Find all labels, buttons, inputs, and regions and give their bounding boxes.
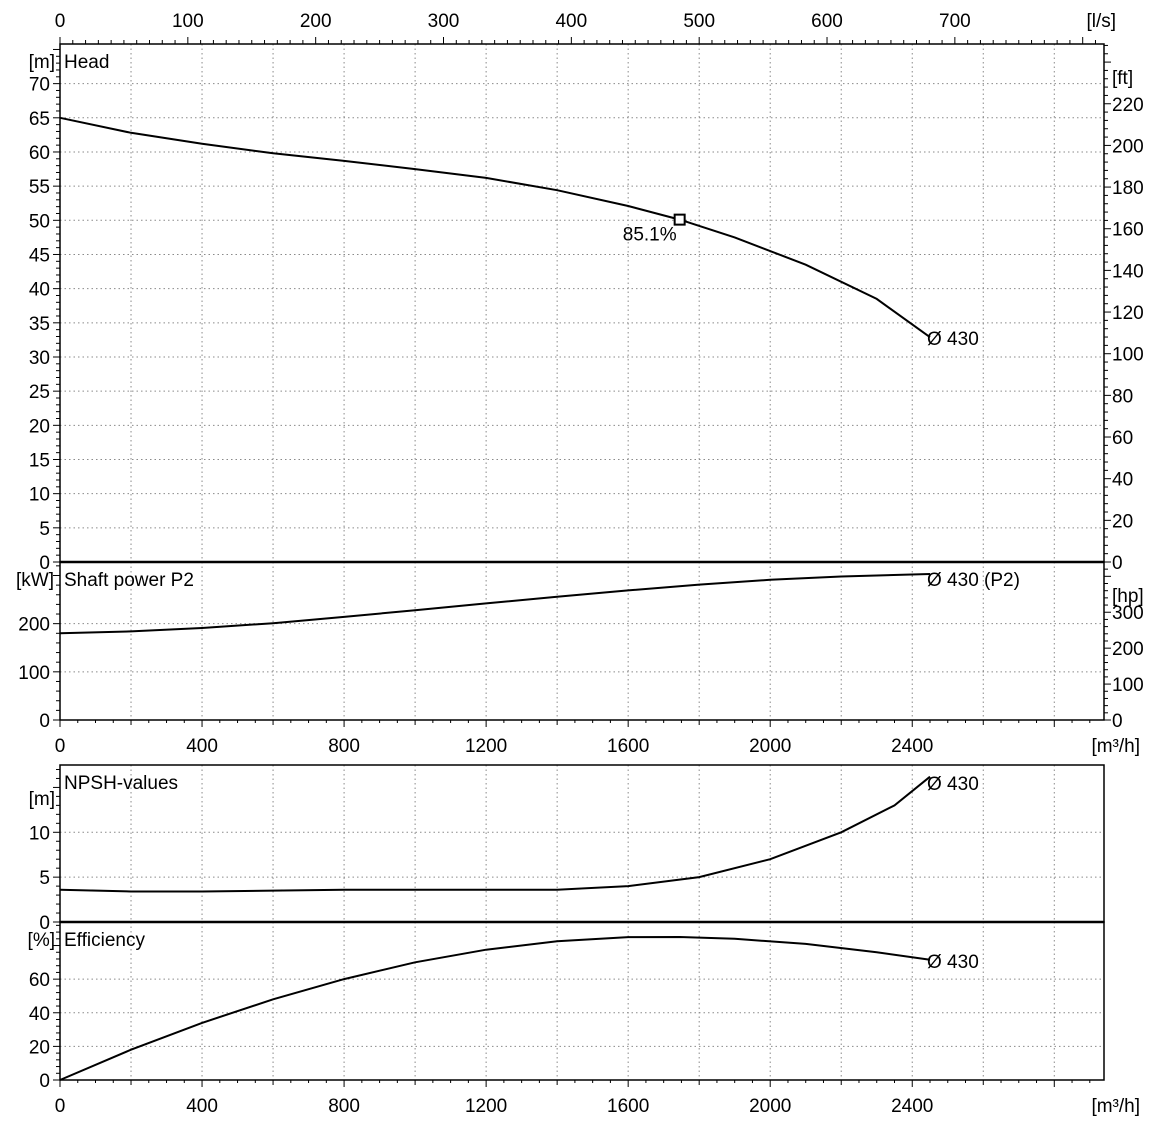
head-ytick-label: 15: [29, 450, 50, 471]
head-series-label: Ø 430: [927, 329, 979, 350]
npsh-series-label: Ø 430: [927, 774, 979, 795]
npsh-ytick-label: 0: [39, 913, 50, 934]
head-ytick-label: 55: [29, 177, 50, 198]
head-y2tick-label: 20: [1112, 511, 1133, 532]
head-ytick-label: 25: [29, 382, 50, 403]
head-ytick-label: 20: [29, 416, 50, 437]
power-series-line: [59, 573, 931, 635]
head-panel-title: Head: [64, 52, 109, 73]
head-x2tick-label: 500: [683, 11, 715, 32]
head-ytick-label: 70: [29, 75, 50, 96]
head-y2tick-label: 120: [1112, 303, 1144, 324]
power-xtick-label: 800: [328, 736, 360, 757]
power-xtick-label: 1200: [465, 736, 507, 757]
power-ytick-label: 200: [18, 615, 50, 636]
efficiency-xtick-label: 400: [186, 1096, 218, 1117]
npsh-yunit-label: [m]: [29, 789, 55, 810]
head-y2tick-label: 180: [1112, 178, 1144, 199]
head-ytick-label: 60: [29, 143, 50, 164]
head-ytick-label: 0: [39, 553, 50, 574]
head-x2unit-label: [l/s]: [1086, 11, 1116, 32]
power-panel: [53, 561, 1111, 727]
power-y2tick-label: 200: [1112, 639, 1144, 660]
head-y2tick-label: 60: [1112, 428, 1133, 449]
head-y2tick-label: 140: [1112, 261, 1144, 282]
power-xtick-label: 400: [186, 736, 218, 757]
power-y2tick-label: 0: [1112, 711, 1123, 732]
head-ytick-label: 50: [29, 211, 50, 232]
head-x2tick-label: 300: [428, 11, 460, 32]
efficiency-series-line: [59, 935, 931, 1081]
head-y2unit-label: [ft]: [1112, 68, 1133, 89]
efficiency-xunit-label: [m³/h]: [1091, 1096, 1140, 1117]
head-frame: [59, 43, 1105, 563]
head-ytick-label: 65: [29, 109, 50, 130]
efficiency-ytick-label: 40: [29, 1004, 50, 1025]
power-xtick-label: 2000: [749, 736, 791, 757]
head-y2tick-label: 200: [1112, 136, 1144, 157]
efficiency-ytick-label: 60: [29, 970, 50, 991]
efficiency-panel: [53, 921, 1105, 1087]
efficiency-xtick-label: 2000: [749, 1096, 791, 1117]
head-ytick-label: 30: [29, 348, 50, 369]
head-ytick-label: 40: [29, 280, 50, 301]
head-ytick-label: 5: [39, 519, 50, 540]
duty-point-marker: [673, 213, 686, 226]
power-xtick-label: 1600: [607, 736, 649, 757]
head-x2tick-label: 200: [300, 11, 332, 32]
efficiency-xtick-label: 1200: [465, 1096, 507, 1117]
power-y2unit-label: [hp]: [1112, 586, 1144, 607]
power-y2tick-label: 300: [1112, 603, 1144, 624]
power-xtick-label: 0: [55, 736, 66, 757]
head-y2tick-label: 40: [1112, 470, 1133, 491]
head-y2tick-label: 100: [1112, 345, 1144, 366]
head-series-line: [59, 116, 931, 339]
efficiency-panel-title: Efficiency: [64, 930, 145, 951]
head-y2tick-label: 160: [1112, 220, 1144, 241]
npsh-series-line: [59, 775, 931, 893]
power-yunit-label: [kW]: [16, 570, 54, 591]
power-xtick-label: 2400: [891, 736, 933, 757]
head-y2tick-label: 220: [1112, 95, 1144, 116]
power-series-label: Ø 430 (P2): [927, 570, 1020, 591]
power-ytick-label: 0: [39, 711, 50, 732]
head-x2tick-label: 700: [939, 11, 971, 32]
power-y2tick-label: 100: [1112, 675, 1144, 696]
npsh-panel-title: NPSH-values: [64, 773, 178, 794]
efficiency-xtick-label: 1600: [607, 1096, 649, 1117]
efficiency-xtick-label: 800: [328, 1096, 360, 1117]
head-yunit-label: [m]: [29, 52, 55, 73]
duty-point-label: 85.1%: [623, 225, 677, 246]
head-x2tick-label: 600: [811, 11, 843, 32]
head-y2tick-label: 80: [1112, 386, 1133, 407]
head-x2tick-label: 400: [555, 11, 587, 32]
head-x2tick-label: 100: [172, 11, 204, 32]
head-ytick-label: 35: [29, 314, 50, 335]
efficiency-ytick-label: 0: [39, 1071, 50, 1092]
head-ytick-label: 45: [29, 245, 50, 266]
head-x2tick-label: 0: [55, 11, 66, 32]
npsh-ytick-label: 10: [29, 823, 50, 844]
head-panel: [53, 37, 1111, 563]
power-xunit-label: [m³/h]: [1091, 736, 1140, 757]
efficiency-series-label: Ø 430: [927, 952, 979, 973]
power-ytick-label: 100: [18, 663, 50, 684]
efficiency-xtick-label: 0: [55, 1096, 66, 1117]
head-y2tick-label: 0: [1112, 553, 1123, 574]
efficiency-frame: [59, 921, 1105, 1081]
efficiency-ytick-label: 20: [29, 1037, 50, 1058]
efficiency-yunit-label: [%]: [28, 930, 55, 951]
efficiency-xtick-label: 2400: [891, 1096, 933, 1117]
power-panel-title: Shaft power P2: [64, 570, 194, 591]
head-ytick-label: 10: [29, 485, 50, 506]
npsh-ytick-label: 5: [39, 868, 50, 889]
